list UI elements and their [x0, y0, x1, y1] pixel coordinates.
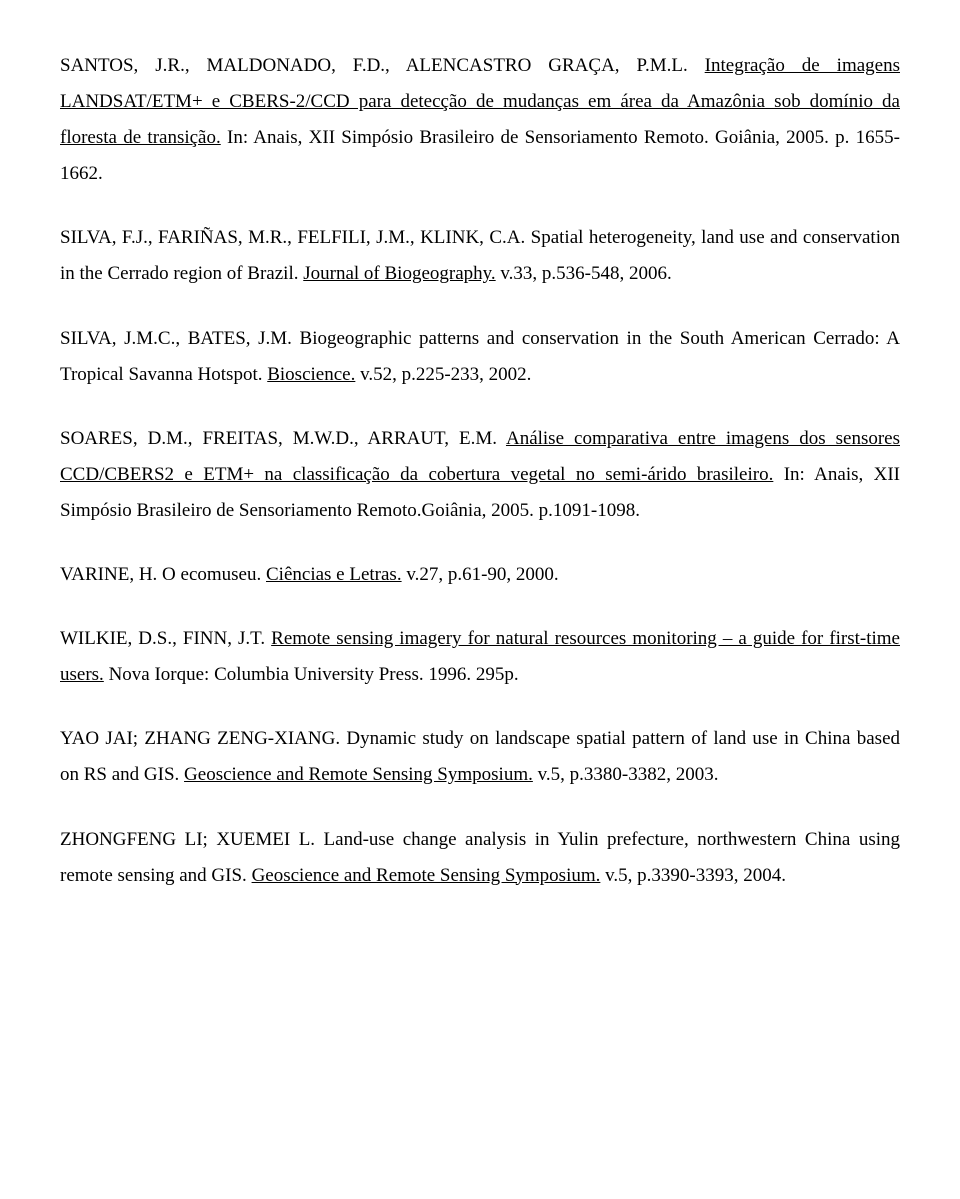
reference-entry: VARINE, H. O ecomuseu. Ciências e Letras… [60, 557, 900, 593]
ref-text-post: v.5, p.3380-3382, 2003. [533, 764, 719, 785]
ref-text-post: v.52, p.225-233, 2002. [355, 364, 531, 385]
ref-text-pre: SOARES, D.M., FREITAS, M.W.D., ARRAUT, E… [60, 428, 506, 449]
reference-entry: ZHONGFENG LI; XUEMEI L. Land-use change … [60, 822, 900, 894]
ref-title-underlined: Geoscience and Remote Sensing Symposium. [184, 764, 533, 785]
reference-entry: SOARES, D.M., FREITAS, M.W.D., ARRAUT, E… [60, 421, 900, 529]
ref-text-pre: SANTOS, J.R., MALDONADO, F.D., ALENCASTR… [60, 55, 705, 76]
reference-entry: WILKIE, D.S., FINN, J.T. Remote sensing … [60, 621, 900, 693]
ref-title-underlined: Geoscience and Remote Sensing Symposium. [252, 865, 601, 886]
ref-text-post: Nova Iorque: Columbia University Press. … [104, 664, 519, 685]
ref-title-underlined: Bioscience. [267, 364, 355, 385]
ref-title-underlined: Journal of Biogeography. [303, 263, 495, 284]
ref-text-pre: WILKIE, D.S., FINN, J.T. [60, 628, 271, 649]
ref-text-post: v.33, p.536-548, 2006. [496, 263, 672, 284]
reference-entry: SILVA, F.J., FARIÑAS, M.R., FELFILI, J.M… [60, 220, 900, 292]
reference-entry: SILVA, J.M.C., BATES, J.M. Biogeographic… [60, 321, 900, 393]
reference-entry: SANTOS, J.R., MALDONADO, F.D., ALENCASTR… [60, 48, 900, 192]
ref-text-pre: VARINE, H. O ecomuseu. [60, 564, 266, 585]
reference-entry: YAO JAI; ZHANG ZENG-XIANG. Dynamic study… [60, 721, 900, 793]
ref-text-post: v.27, p.61-90, 2000. [402, 564, 559, 585]
ref-title-underlined: Ciências e Letras. [266, 564, 402, 585]
ref-text-post: v.5, p.3390-3393, 2004. [600, 865, 786, 886]
reference-list: SANTOS, J.R., MALDONADO, F.D., ALENCASTR… [60, 48, 900, 894]
